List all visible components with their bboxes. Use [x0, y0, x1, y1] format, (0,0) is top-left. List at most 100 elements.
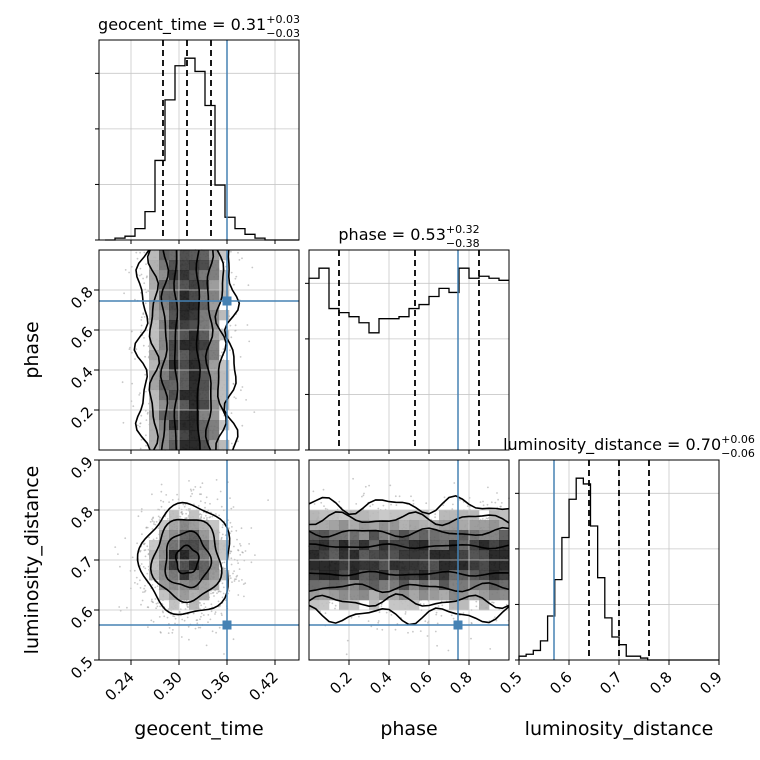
density-cell — [149, 310, 160, 321]
sample-point — [469, 505, 471, 508]
sample-point — [131, 556, 134, 559]
density-cell — [149, 340, 160, 351]
density-cell — [209, 520, 220, 531]
density-cell — [149, 410, 160, 421]
sample-point — [204, 501, 207, 504]
sample-point — [220, 505, 223, 508]
sample-point — [140, 319, 143, 321]
sample-point — [152, 620, 155, 623]
density-cell — [189, 420, 200, 431]
density-cell — [189, 360, 200, 371]
sample-point — [142, 543, 145, 545]
sample-point — [376, 628, 379, 630]
sample-point — [389, 484, 392, 487]
sample-point — [404, 613, 407, 615]
sample-point — [159, 516, 161, 519]
density-cell — [199, 360, 210, 371]
sample-point — [442, 504, 445, 506]
density-cell — [189, 260, 200, 271]
sample-point — [158, 616, 161, 618]
sample-point — [436, 622, 439, 625]
sample-point — [419, 603, 422, 605]
density-cell — [169, 420, 180, 431]
sample-point — [160, 505, 163, 508]
density-cell — [159, 580, 170, 591]
sample-point — [189, 508, 191, 510]
sample-point — [233, 545, 235, 548]
sample-point — [319, 610, 321, 612]
sample-point — [192, 488, 195, 491]
sample-point — [187, 516, 190, 518]
density-cell — [149, 560, 160, 571]
sample-point — [210, 592, 212, 595]
sample-point — [139, 251, 142, 254]
sample-point — [253, 411, 256, 413]
density-cell — [159, 380, 170, 391]
sample-point — [218, 514, 221, 517]
sample-point — [151, 598, 153, 601]
sample-point — [250, 561, 253, 564]
sample-point — [238, 259, 241, 261]
density-cell — [149, 570, 160, 581]
sample-point — [229, 552, 232, 555]
sample-point — [505, 603, 508, 606]
sample-point — [443, 496, 446, 499]
sample-point — [144, 584, 146, 587]
density-cell — [179, 430, 190, 441]
density-cell — [159, 270, 170, 281]
density-cell — [189, 550, 200, 561]
sample-point — [199, 517, 202, 520]
sample-point — [160, 490, 163, 493]
sample-point — [241, 386, 244, 388]
sample-point — [447, 649, 450, 652]
sample-point — [155, 607, 158, 610]
sample-point — [247, 284, 250, 287]
sample-point — [334, 604, 337, 607]
density-cell — [169, 570, 180, 581]
sample-point — [140, 508, 143, 510]
sample-point — [218, 626, 221, 629]
density-cell — [159, 540, 170, 551]
density-cell — [219, 280, 230, 291]
sample-point — [239, 356, 242, 358]
sample-point — [385, 611, 388, 614]
sample-point — [220, 612, 223, 615]
sample-point — [211, 592, 214, 594]
sample-point — [183, 619, 186, 622]
sample-point — [230, 557, 233, 560]
density-cell — [159, 590, 170, 601]
sample-point — [152, 538, 155, 541]
sample-point — [371, 503, 374, 506]
sample-point — [135, 348, 138, 351]
sample-point — [190, 490, 193, 492]
density-cell — [199, 410, 210, 421]
sample-point — [452, 617, 455, 620]
density-cell — [169, 510, 180, 521]
sample-point — [163, 615, 166, 618]
density-cell — [199, 530, 210, 541]
sample-point — [320, 501, 323, 504]
density-cell — [149, 280, 160, 291]
density-cell — [189, 350, 200, 361]
sample-point — [166, 518, 169, 520]
sample-point — [233, 283, 235, 286]
sample-point — [487, 517, 489, 520]
sample-point — [221, 526, 224, 529]
sample-point — [216, 498, 219, 501]
sample-point — [404, 611, 407, 613]
sample-point — [221, 533, 224, 536]
sample-point — [215, 631, 218, 634]
sample-point — [199, 486, 202, 489]
sample-point — [200, 604, 203, 607]
sample-point — [118, 606, 121, 608]
density-cell — [179, 330, 190, 341]
sample-point — [234, 277, 237, 280]
sample-point — [434, 516, 436, 519]
density-cell — [219, 550, 230, 561]
sample-point — [183, 505, 186, 508]
sample-point — [323, 505, 325, 507]
density-cell — [199, 380, 210, 391]
sample-point — [200, 493, 203, 496]
density-cell — [189, 340, 200, 351]
